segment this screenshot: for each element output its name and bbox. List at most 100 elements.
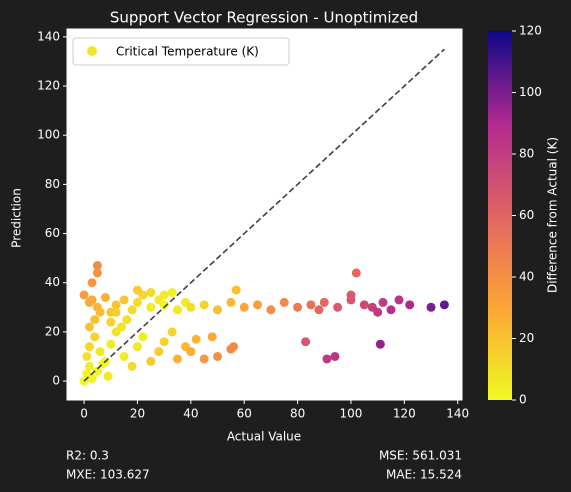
point [119,351,129,361]
point [226,297,236,307]
point [119,295,129,305]
point [199,300,209,310]
x-tick-label: 60 [237,407,252,421]
point [159,337,169,347]
point [319,297,329,307]
point [90,332,100,342]
point [90,315,100,325]
point [394,295,404,305]
point [373,307,383,317]
y-tick-label: 0 [52,374,60,388]
y-tick-label: 120 [37,79,60,93]
point [103,371,113,381]
point [159,300,169,310]
point [186,302,196,312]
x-tick-label: 140 [446,407,469,421]
point [159,290,169,300]
x-tick-label: 40 [183,407,198,421]
legend-marker [87,46,97,56]
point [426,302,436,312]
point [154,347,164,357]
point [231,285,241,295]
point [405,300,415,310]
x-tick-label: 100 [340,407,363,421]
y-tick-label: 140 [37,29,60,43]
point [330,351,340,361]
point [229,342,239,352]
point [132,285,142,295]
point [106,317,116,327]
point [199,354,209,364]
legend-box [72,37,290,66]
point [301,337,311,347]
point [359,300,369,310]
x-tick-label: 20 [130,407,145,421]
colorbar-tick-label: 40 [519,270,534,284]
point [87,374,97,384]
point [92,268,102,278]
x-tick-label: 80 [290,407,305,421]
y-axis-label: Prediction [10,188,24,248]
point [378,297,388,307]
point [138,332,148,342]
point [279,297,289,307]
point [253,300,263,310]
point [146,288,156,298]
point [87,278,97,288]
point [314,305,324,315]
y-tick-label: 100 [37,128,60,142]
y-tick-label: 60 [45,226,60,240]
r2: R2: 0.3 [66,449,109,463]
point [172,305,182,315]
colorbar-tick-label: 120 [519,24,542,38]
point [122,315,132,325]
point [213,305,223,315]
point [111,300,121,310]
point [186,347,196,357]
point [191,334,201,344]
point [293,302,303,312]
point [100,292,110,302]
point [127,361,137,371]
point [127,305,137,315]
x-axis-label: Actual Value [227,430,301,444]
colorbar-label: Difference from Actual (K) [546,137,560,293]
point [386,305,396,315]
y-tick-label: 20 [45,324,60,338]
colorbar-tick-label: 100 [519,85,542,99]
point [84,361,94,371]
point [116,322,126,332]
point [146,302,156,312]
point [95,347,105,357]
point [306,300,316,310]
point [239,302,249,312]
colorbar-tick-label: 0 [519,393,527,407]
point [439,300,449,310]
point [92,261,102,271]
point [207,332,217,342]
point [172,354,182,364]
plot-frame [66,28,463,401]
point [266,305,276,315]
point [322,354,332,364]
y-tick-label: 80 [45,177,60,191]
point [333,302,343,312]
point [79,290,89,300]
point [111,307,121,317]
point [106,339,116,349]
x-tick-label: 120 [393,407,416,421]
y-tick-label: 40 [45,275,60,289]
point [132,342,142,352]
point [167,327,177,337]
point [92,366,102,376]
point [82,351,92,361]
legend-label: Critical Temperature (K) [116,45,259,59]
colorbar [488,31,512,400]
point [95,307,105,317]
colorbar-tick-label: 80 [519,147,534,161]
legend: Critical Temperature (K) [72,37,290,66]
identity-line [83,48,445,382]
mae: MAE: 15.524 [386,468,462,482]
mxe: MXE: 103.627 [66,468,150,482]
